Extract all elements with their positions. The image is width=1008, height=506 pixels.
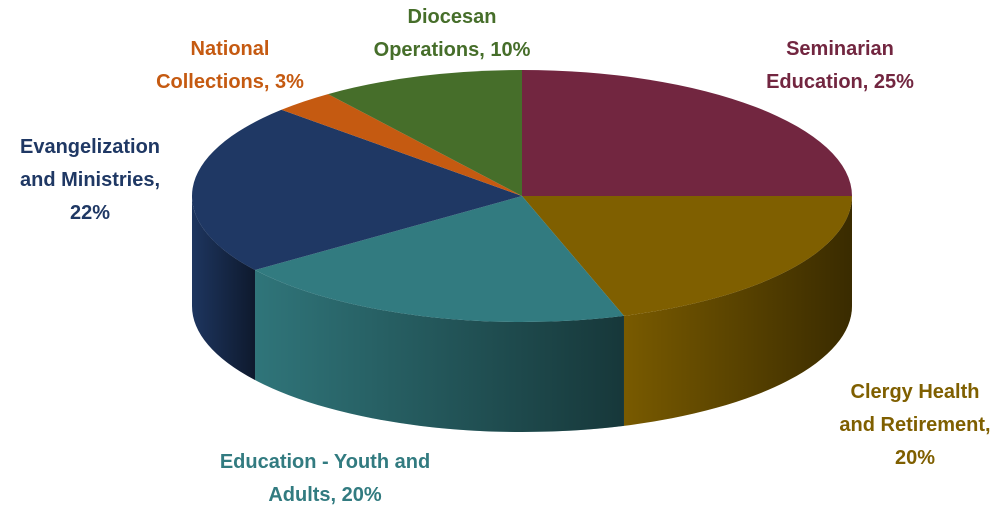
- data-label-line: 22%: [70, 202, 110, 224]
- data-label-line: and Retirement,: [839, 414, 990, 436]
- data-label-line: Clergy Health: [851, 381, 980, 403]
- slice-side-shade: [623, 196, 852, 426]
- data-label-line: Operations, 10%: [374, 39, 531, 61]
- data-label-line: Evangelization: [20, 136, 160, 158]
- data-label-line: 20%: [895, 447, 935, 469]
- data-label-line: National: [191, 38, 270, 60]
- data-label-line: Diocesan: [408, 6, 497, 28]
- slice-side-shade: [192, 196, 256, 381]
- data-label-line: Education - Youth and: [220, 451, 430, 473]
- data-labels: Seminarian Education, 25% Clergy Health and…: [20, 6, 991, 506]
- slice: [281, 94, 522, 196]
- data-label-line: Seminarian: [786, 38, 894, 60]
- slice: [522, 196, 852, 316]
- slice-side-shade: [255, 270, 624, 433]
- data-label: National Collections, 3%: [156, 38, 304, 93]
- slice: [328, 70, 522, 196]
- pie-tops: [191, 70, 852, 323]
- slice: [522, 70, 852, 196]
- data-label-line: Collections, 3%: [156, 71, 304, 93]
- data-label: Education - Youth and Adults, 20%: [220, 451, 430, 506]
- data-label-line: Education, 25%: [766, 71, 914, 93]
- pie-sides: [192, 196, 852, 433]
- data-label-line: Adults, 20%: [268, 484, 382, 506]
- data-label: Seminarian Education, 25%: [766, 38, 914, 93]
- data-label: Evangelization and Ministries, 22%: [20, 136, 160, 224]
- data-label: Diocesan Operations, 10%: [374, 6, 531, 61]
- slice: [191, 109, 522, 271]
- data-label: Clergy Health and Retirement, 20%: [839, 381, 990, 469]
- data-label-line: and Ministries,: [20, 169, 160, 191]
- slice: [255, 196, 624, 323]
